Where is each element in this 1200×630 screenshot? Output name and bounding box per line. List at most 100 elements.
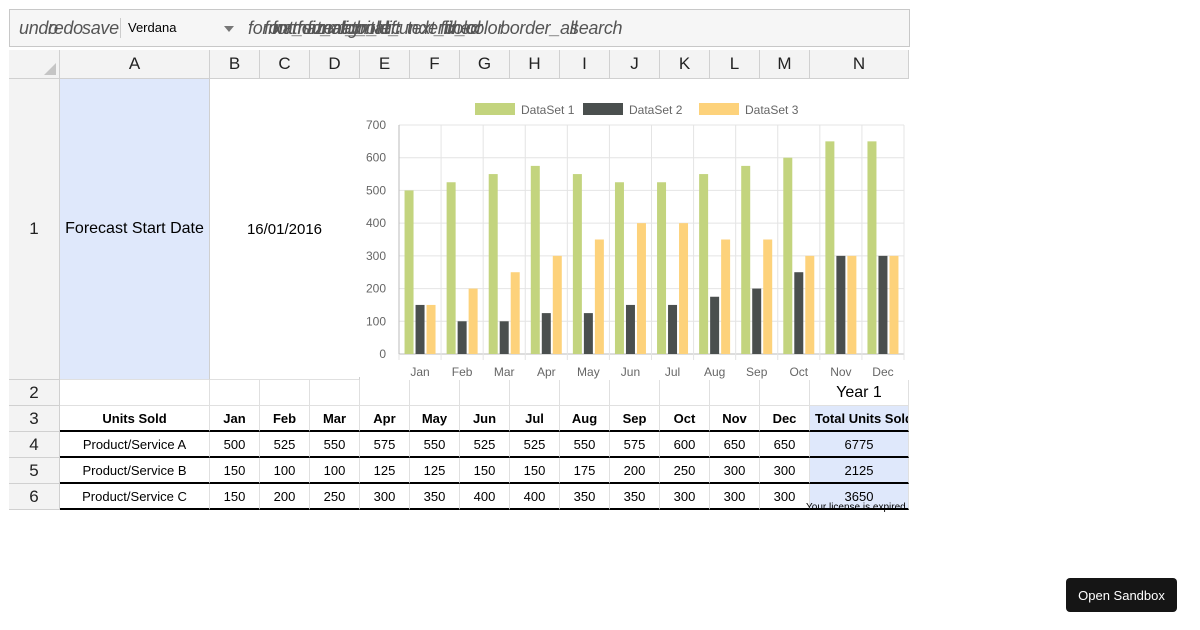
total-cell[interactable]: 2125 xyxy=(810,458,909,484)
data-cell[interactable]: 150 xyxy=(210,484,260,510)
row-header[interactable]: 4 xyxy=(9,432,60,458)
data-cell[interactable]: 250 xyxy=(310,484,360,510)
data-cell[interactable]: 300 xyxy=(710,484,760,510)
data-cell[interactable]: 150 xyxy=(460,458,510,484)
data-cell[interactable]: 350 xyxy=(410,484,460,510)
data-cell[interactable]: 300 xyxy=(760,484,810,510)
row-header[interactable]: 2 xyxy=(9,380,60,406)
underline-button[interactable]: format_underlined xyxy=(340,18,480,38)
column-header[interactable]: D xyxy=(310,50,360,79)
redo-button[interactable]: redo xyxy=(48,18,83,38)
open-sandbox-button[interactable]: Open Sandbox xyxy=(1066,578,1177,612)
column-header[interactable]: B xyxy=(210,50,260,79)
data-cell[interactable]: 250 xyxy=(660,458,710,484)
save-button[interactable]: save xyxy=(82,18,119,38)
cell[interactable] xyxy=(410,380,460,406)
product-name[interactable]: Product/Service B xyxy=(60,458,210,484)
chevron-down-icon[interactable] xyxy=(224,26,234,32)
data-cell[interactable]: 350 xyxy=(560,484,610,510)
data-cell[interactable]: 550 xyxy=(310,432,360,458)
cell[interactable] xyxy=(560,380,610,406)
data-cell[interactable]: 500 xyxy=(210,432,260,458)
column-header[interactable]: E xyxy=(360,50,410,79)
data-cell[interactable]: 600 xyxy=(660,432,710,458)
cell[interactable] xyxy=(760,380,810,406)
data-cell[interactable]: 525 xyxy=(260,432,310,458)
data-cell[interactable]: 150 xyxy=(510,458,560,484)
column-header[interactable]: G xyxy=(460,50,510,79)
column-header[interactable]: F xyxy=(410,50,460,79)
data-cell[interactable]: 125 xyxy=(360,458,410,484)
data-cell[interactable]: 400 xyxy=(460,484,510,510)
data-cell[interactable]: 400 xyxy=(510,484,560,510)
column-header[interactable]: I xyxy=(560,50,610,79)
italic-button[interactable]: format_italic xyxy=(307,18,401,38)
month-header[interactable]: Jul xyxy=(510,406,560,432)
data-cell[interactable]: 150 xyxy=(210,458,260,484)
search-button[interactable]: search xyxy=(570,18,623,38)
bold-button[interactable]: format_bold xyxy=(297,18,389,38)
cell[interactable] xyxy=(360,380,410,406)
data-cell[interactable]: 650 xyxy=(760,432,810,458)
undo-button[interactable]: undo xyxy=(19,18,58,38)
cell-n2[interactable]: Year 1 xyxy=(810,380,909,406)
product-name[interactable]: Product/Service A xyxy=(60,432,210,458)
cell[interactable] xyxy=(710,380,760,406)
cell[interactable] xyxy=(260,380,310,406)
data-cell[interactable]: 300 xyxy=(360,484,410,510)
month-header[interactable]: Jan xyxy=(210,406,260,432)
cell-a2[interactable] xyxy=(60,380,210,406)
data-cell[interactable]: 575 xyxy=(610,432,660,458)
column-header[interactable]: M xyxy=(760,50,810,79)
data-cell[interactable]: 525 xyxy=(460,432,510,458)
month-header[interactable]: Jun xyxy=(460,406,510,432)
data-cell[interactable]: 575 xyxy=(360,432,410,458)
month-header[interactable]: Nov xyxy=(710,406,760,432)
month-header[interactable]: Oct xyxy=(660,406,710,432)
cell[interactable] xyxy=(310,380,360,406)
month-header[interactable]: May xyxy=(410,406,460,432)
data-cell[interactable]: 100 xyxy=(310,458,360,484)
data-cell[interactable]: 300 xyxy=(710,458,760,484)
chart-container[interactable]: DataSet 1 DataSet 2 DataSet 3 0 100 200 300 400… xyxy=(359,79,908,379)
total-cell[interactable]: 6775 xyxy=(810,432,909,458)
month-header[interactable]: Feb xyxy=(260,406,310,432)
data-cell[interactable]: 300 xyxy=(660,484,710,510)
column-header[interactable]: N xyxy=(810,50,909,79)
data-cell[interactable]: 525 xyxy=(510,432,560,458)
row-header[interactable]: 5 xyxy=(9,458,60,484)
data-cell[interactable]: 550 xyxy=(560,432,610,458)
borders-button[interactable]: border_all xyxy=(500,18,578,38)
column-header[interactable]: K xyxy=(660,50,710,79)
column-header[interactable]: J xyxy=(610,50,660,79)
cell-b1[interactable]: 16/01/2016 xyxy=(210,79,360,380)
select-all-corner[interactable] xyxy=(9,50,60,79)
cell[interactable] xyxy=(660,380,710,406)
font-family-select[interactable]: Verdana xyxy=(128,20,177,35)
row-header[interactable]: 1 xyxy=(9,79,60,380)
text-color-button[interactable]: text_color xyxy=(407,18,483,38)
data-cell[interactable]: 550 xyxy=(410,432,460,458)
data-cell[interactable]: 200 xyxy=(260,484,310,510)
month-header[interactable]: Aug xyxy=(560,406,610,432)
cell[interactable] xyxy=(460,380,510,406)
cell[interactable] xyxy=(610,380,660,406)
column-header[interactable]: H xyxy=(510,50,560,79)
data-cell[interactable]: 300 xyxy=(760,458,810,484)
column-header[interactable]: A xyxy=(60,50,210,79)
format-button[interactable]: format xyxy=(248,18,298,38)
month-header[interactable]: Sep xyxy=(610,406,660,432)
data-cell[interactable]: 200 xyxy=(610,458,660,484)
month-header[interactable]: Mar xyxy=(310,406,360,432)
font-size-button[interactable]: font_size xyxy=(264,18,334,38)
cell[interactable] xyxy=(510,380,560,406)
data-cell[interactable]: 125 xyxy=(410,458,460,484)
fill-color-button[interactable]: fill_color xyxy=(440,18,504,38)
cell-n3[interactable]: Total Units Sold xyxy=(810,406,909,432)
total-cell[interactable]: 3650 xyxy=(810,484,909,510)
data-cell[interactable]: 350 xyxy=(610,484,660,510)
cell[interactable] xyxy=(210,380,260,406)
month-header[interactable]: Dec xyxy=(760,406,810,432)
data-cell[interactable]: 100 xyxy=(260,458,310,484)
cell-a1[interactable]: Forecast Start Date xyxy=(60,79,210,380)
